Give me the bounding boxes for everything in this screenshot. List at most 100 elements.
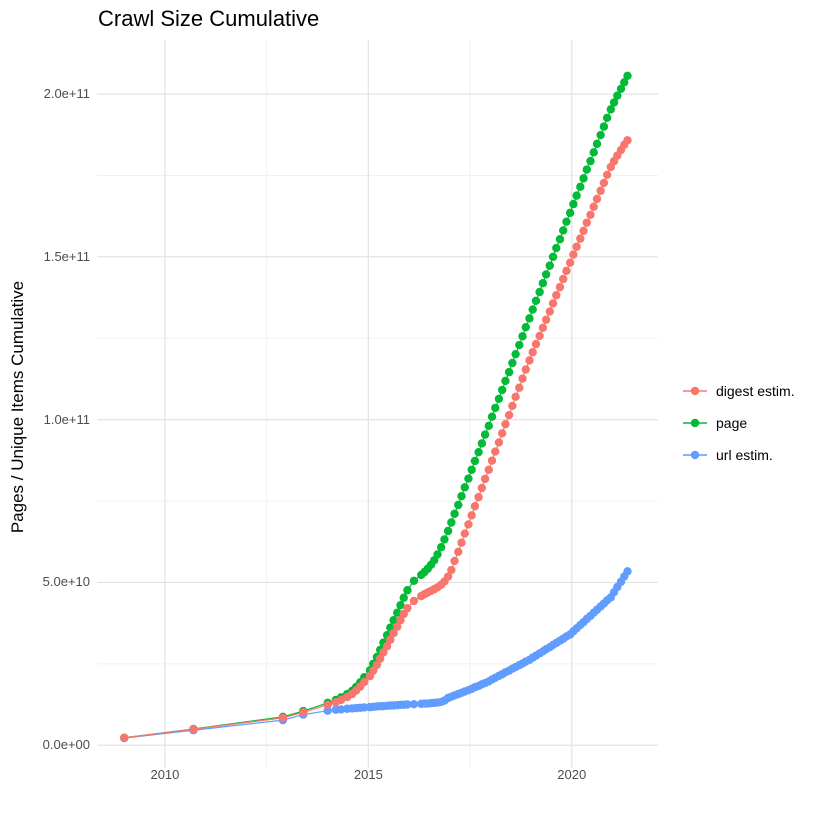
series-point-digest-estim [491,447,500,456]
series-point-page [477,439,487,448]
series-point-digest-estim [386,635,395,644]
series-point-digest-estim [497,429,507,438]
series-point-digest-estim [443,572,453,581]
series-point-page [586,156,595,166]
series-point-page [436,543,446,552]
series-point-digest-estim [511,392,520,402]
series-point-url-estim [623,567,632,576]
series-point-digest-estim [528,348,537,357]
series-point-digest-estim [576,234,585,243]
series-point-page [559,226,568,235]
series-point-digest-estim [501,419,510,429]
series-point-digest-estim [596,186,605,195]
series-point-url-estim [323,706,332,715]
series-point-page [497,385,507,395]
series-point-page [457,491,466,501]
series-point-url-estim [409,699,419,709]
series-point-digest-estim [599,178,609,188]
series-point-digest-estim [569,250,578,259]
series-point-page [501,376,510,386]
legend-key-page [683,418,707,428]
legend-item-url-estim: url estim. [682,439,795,471]
series-point-page [487,412,497,421]
series-point-digest-estim [372,660,382,669]
series-point-page [596,130,605,140]
series-point-digest-estim [541,315,551,324]
series-point-digest-estim [389,629,398,638]
series-point-digest-estim [487,456,497,465]
series-point-digest-estim [589,202,598,211]
series-point-digest-estim [393,622,402,631]
series-point-digest-estim [484,465,493,474]
series-point-page [552,243,561,253]
series-point-digest-estim [586,210,595,220]
series-point-page [511,349,520,359]
series-point-page [515,340,524,350]
series-point-digest-estim [460,529,469,538]
x-tick-label: 2010 [150,767,180,782]
series-point-page [396,601,405,610]
series-point-page [555,235,565,244]
series-point-digest-estim [470,502,480,511]
series-point-page [504,367,514,377]
y-tick-label: 5.0e+10 [42,574,90,590]
series-point-digest-estim [623,136,632,145]
series-point-digest-estim [531,339,541,349]
series-point-digest-estim [409,596,419,606]
legend-label-page: page [716,415,748,431]
series-point-page [528,305,537,314]
legend: digest estim. page url estim. [682,375,795,471]
series-point-digest-estim [477,483,487,493]
series-point-digest-estim [582,218,592,227]
series-point-page [409,576,419,585]
y-tick-label: 1.5e+11 [43,248,90,264]
series-point-page [541,270,551,279]
y-tick-label: 2.0e+11 [43,86,90,102]
series-point-digest-estim [474,492,483,502]
legend-item-digest-estim: digest estim. [682,375,795,407]
series-point-digest-estim [592,194,602,204]
series-point-page [606,105,616,114]
series-point-page [447,518,456,527]
series-point-digest-estim [555,282,565,292]
series-point-page [592,139,602,149]
y-tick-label: 1.0e+11 [43,411,90,427]
series-point-page [623,71,632,81]
y-tick-label: 0.0e+00 [42,737,90,753]
series-point-url-estim [336,705,346,714]
series-point-digest-estim [515,383,524,392]
series-point-digest-estim [559,274,568,284]
series-point-page [572,191,581,200]
series-point-digest-estim [572,242,581,251]
series-point-page [589,148,598,157]
series-point-page [599,122,609,131]
series-point-digest-estim [454,547,463,557]
series-point-digest-estim [508,401,517,411]
x-tick-label: 2015 [353,767,383,782]
series-point-page [494,394,504,403]
series-point-page [579,174,588,183]
series-point-digest-estim [323,700,332,710]
series-point-digest-estim [467,511,476,520]
series-point-page [508,358,517,368]
series-point-page [613,91,622,100]
series-point-page [565,208,575,218]
series-point-digest-estim [375,654,385,663]
chart-title: Crawl Size Cumulative [98,6,320,31]
series-point-page [562,217,571,226]
series-point-digest-estim [521,365,530,374]
series-point-page [491,403,500,413]
legend-key-dot [690,418,700,428]
series-point-page [399,593,408,602]
series-point-page [525,314,534,323]
series-point-digest-estim [535,331,544,341]
series-point-page [467,465,476,474]
series-point-digest-estim [552,291,561,300]
series-point-digest-estim [602,170,612,179]
series-point-page [460,483,469,492]
series-point-digest-estim [525,356,534,365]
series-point-page [433,550,442,559]
series-point-page [545,261,554,270]
